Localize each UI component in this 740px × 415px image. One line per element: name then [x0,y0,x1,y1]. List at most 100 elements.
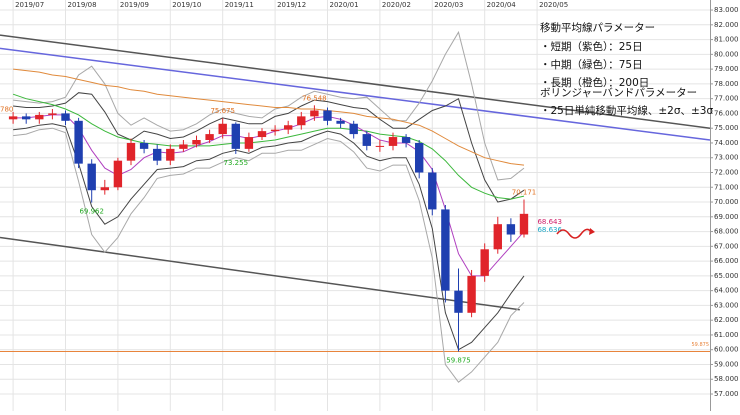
candle-body [166,148,175,161]
y-tick-label: 69.000 [714,213,739,221]
x-tick-label: 2019/11 [225,1,254,9]
forecast-arrow [556,228,592,239]
candle-body [218,123,227,135]
y-tick-label: 81.000 [714,36,739,44]
candle-body [362,134,371,146]
candle-body [284,125,293,130]
indicator-line [13,114,525,277]
candle-body [467,275,476,313]
indicator-line [13,127,525,383]
x-tick-label: 2020/04 [487,1,517,9]
candle-body [454,290,463,313]
price-label: 59.875 [446,357,471,365]
price-label: 75.675 [210,107,235,115]
x-tick-label: 2019/07 [15,1,44,9]
y-tick-label: 78.000 [714,80,739,88]
candle-body [506,224,516,235]
x-tick-label: 2020/01 [329,1,358,9]
candle-body [310,110,319,117]
x-tick-label: 2019/10 [172,1,201,9]
candle-body [375,145,385,147]
candle-body [323,110,332,121]
indicator-line [12,93,525,200]
y-tick-label: 73.000 [714,154,739,162]
candle-body [205,134,214,141]
y-tick-label: 74.000 [714,139,739,147]
candle-body [35,114,44,120]
candle-body [493,224,502,250]
candle-body [414,142,424,173]
x-tick-label: 2020/02 [382,1,411,9]
price-label: 70.171 [512,189,537,197]
price-label: 73.255 [224,159,249,167]
candle-body [519,213,529,235]
y-tick-label: 60.000 [714,346,739,354]
y-tick-label: 57.000 [714,390,739,398]
candle-body [297,116,306,126]
legend-text: ボリンジャーバンドパラメーター [540,87,697,99]
candle-body [480,249,489,276]
price-label: 59.875 [692,342,710,348]
y-tick-label: 70.000 [714,198,739,206]
forecast-arrow-head [589,228,595,235]
candle-body [270,129,280,132]
candle-body [401,137,411,143]
candle-body [192,140,201,145]
candle-body [22,116,31,120]
indicator-line [13,68,525,166]
y-tick-label: 80.000 [714,50,739,58]
price-label: 68.636 [537,226,562,234]
y-tick-label: 67.000 [714,242,739,250]
candle-body [100,187,109,191]
y-tick-label: 58.000 [714,375,739,383]
y-tick-label: 82.000 [714,21,739,29]
price-label: 76.548 [302,94,327,102]
y-tick-label: 77.000 [714,95,739,103]
legend-text: ・短期（紫色）：25日 [540,40,643,53]
candle-body [441,209,450,291]
trend-line [0,236,520,311]
y-tick-label: 62.000 [714,316,739,324]
grid [0,0,710,411]
indicator-line [13,92,525,203]
y-tick-label: 71.000 [714,183,739,191]
y-tick-label: 76.000 [714,109,739,117]
indicator-line [13,123,525,351]
y-tick-label: 66.000 [714,257,739,265]
x-tick-label: 2019/12 [277,1,306,9]
y-tick-label: 61.000 [714,331,739,339]
axis: 57.000 58.000 59.000 60.000 61.000 62.000 63.0… [15,1,738,398]
candle-body [126,142,136,161]
y-tick-label: 75.000 [714,124,739,132]
candle-body [113,160,123,188]
candle-body [74,120,83,164]
candle-body [61,113,70,121]
legend-box: 移動平均線パラメーター・短期（紫色）：25日・中期（緑色）：75日・長期（橙色）… [540,21,713,117]
y-tick-label: 83.000 [714,6,739,14]
price-label: 780 [0,106,13,114]
x-tick-label: 2020/03 [434,1,463,9]
trend-line [0,34,711,129]
y-tick-label: 79.000 [714,65,739,73]
candle-body [244,137,254,149]
indicator-line [13,30,525,181]
legend-text: 移動平均線パラメーター [540,21,655,34]
price-label: 68.643 [537,218,562,226]
legend-text: ・中期（緑色）：75日 [540,58,643,71]
candle-body [428,172,437,210]
price-label: 69.962 [79,208,104,216]
x-tick-label: 2020/05 [539,1,568,9]
legend-text: ・25日単純移動平均線、±2σ、±3σ [540,104,713,117]
candle-body [231,123,240,149]
candle-body [87,163,96,191]
plot: 780 69.962 75.675 73.255 76.548 59.875 70.171 6… [0,30,711,383]
y-tick-label: 63.000 [714,301,739,309]
candle-body [153,148,162,161]
candle-body [8,116,18,120]
candle-body [336,120,345,124]
y-tick-label: 59.000 [714,360,739,368]
y-tick-label: 68.000 [714,228,739,236]
candle-body [349,123,358,135]
